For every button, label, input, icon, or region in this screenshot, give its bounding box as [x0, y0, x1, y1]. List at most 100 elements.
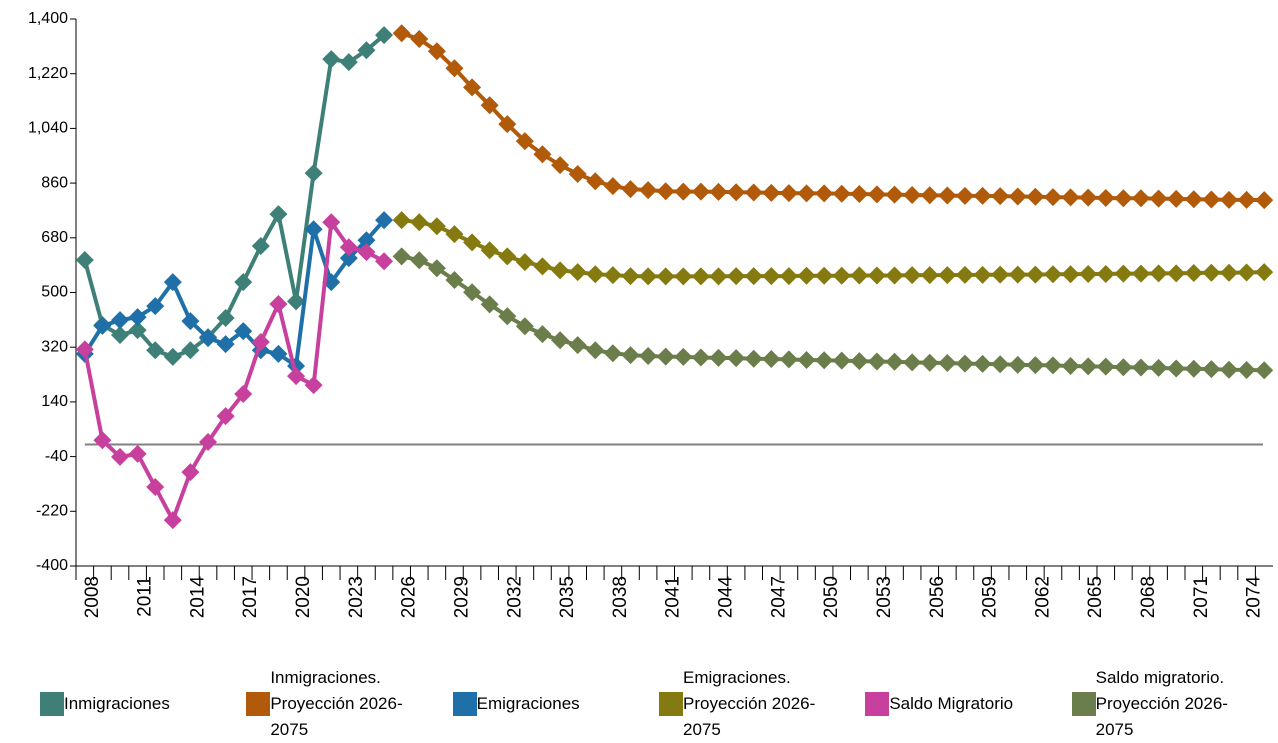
point-marker [427, 259, 446, 278]
series-line [82, 216, 385, 526]
point-marker [1149, 358, 1168, 377]
x-tick-label: 2038 [610, 576, 631, 618]
point-marker [551, 156, 570, 175]
point-marker [727, 349, 746, 368]
series-line [401, 218, 1265, 279]
point-marker [832, 184, 851, 203]
point-marker [639, 347, 658, 366]
point-marker [357, 243, 376, 262]
point-marker [375, 252, 394, 271]
point-marker [920, 353, 939, 372]
x-tick-label: 2059 [980, 576, 1001, 618]
legend-swatch [1071, 692, 1096, 716]
x-tick-label: 2050 [821, 576, 842, 618]
point-marker [111, 311, 130, 330]
legend-item: Emigraciones [452, 665, 659, 743]
point-marker [1131, 264, 1150, 283]
point-marker [498, 307, 517, 326]
point-marker [867, 266, 886, 285]
point-marker [603, 266, 622, 285]
point-marker [392, 211, 411, 230]
point-marker [533, 257, 552, 276]
point-marker [1131, 189, 1150, 208]
point-marker [146, 297, 165, 316]
point-marker [797, 266, 816, 285]
point-marker [304, 164, 323, 183]
point-marker [357, 41, 376, 60]
point-marker [1043, 356, 1062, 375]
point-marker [1237, 190, 1256, 209]
point-marker [603, 177, 622, 196]
point-marker [445, 271, 464, 290]
point-marker [621, 180, 640, 199]
point-marker [1026, 187, 1045, 206]
point-marker [867, 185, 886, 204]
point-marker [1202, 360, 1221, 379]
legend-item: Saldo migratorio. Proyección 2026-2075 [1071, 665, 1278, 743]
point-marker [903, 353, 922, 372]
point-marker [1043, 265, 1062, 284]
point-marker [674, 182, 693, 201]
x-tick-label: 2029 [451, 576, 472, 618]
point-marker [1026, 265, 1045, 284]
point-marker [1219, 190, 1238, 209]
point-marker [744, 183, 763, 202]
point-marker [779, 184, 798, 203]
point-marker [269, 344, 288, 363]
point-marker [480, 241, 499, 260]
point-marker [1255, 191, 1274, 210]
point-marker [339, 53, 358, 72]
point-marker [1167, 359, 1186, 378]
point-marker [938, 266, 957, 285]
point-marker [234, 384, 253, 403]
point-marker [1149, 264, 1168, 283]
point-marker [762, 183, 781, 202]
point-marker [234, 322, 253, 341]
point-marker [586, 172, 605, 191]
y-tick-label: -400 [36, 557, 68, 574]
y-tick-label: 680 [41, 229, 68, 246]
point-marker [93, 431, 112, 450]
point-marker [656, 182, 675, 201]
point-marker [991, 355, 1010, 374]
point-marker [375, 211, 394, 230]
point-marker [445, 59, 464, 78]
point-marker [357, 231, 376, 250]
point-marker [656, 347, 675, 366]
point-marker [586, 341, 605, 360]
point-marker [1255, 263, 1274, 282]
point-marker [322, 50, 341, 69]
point-marker [515, 317, 534, 336]
point-marker [181, 463, 200, 482]
point-marker [322, 213, 341, 232]
point-marker [146, 341, 165, 360]
point-marker [639, 181, 658, 200]
point-marker [656, 267, 675, 286]
point-marker [480, 295, 499, 314]
point-marker [181, 341, 200, 360]
point-marker [973, 265, 992, 284]
legend-item: Inmigraciones. Proyección 2026-2075 [246, 665, 452, 743]
point-marker [762, 267, 781, 286]
point-marker [797, 184, 816, 203]
legend-swatch [246, 692, 271, 716]
point-marker [427, 42, 446, 61]
point-marker [621, 267, 640, 286]
point-marker [709, 182, 728, 201]
point-marker [1131, 358, 1150, 377]
point-marker [1096, 188, 1115, 207]
point-marker [128, 444, 147, 463]
point-marker [727, 267, 746, 286]
point-marker [480, 96, 499, 115]
point-marker [515, 253, 534, 272]
point-marker [568, 164, 587, 183]
point-marker [1096, 357, 1115, 376]
x-tick-label: 2023 [346, 576, 367, 618]
legend: Inmigraciones Inmigraciones. Proyección 2… [40, 665, 1278, 743]
legend-swatch [865, 692, 890, 716]
point-marker [885, 352, 904, 371]
point-marker [903, 185, 922, 204]
point-marker [709, 348, 728, 367]
point-marker [1114, 189, 1133, 208]
